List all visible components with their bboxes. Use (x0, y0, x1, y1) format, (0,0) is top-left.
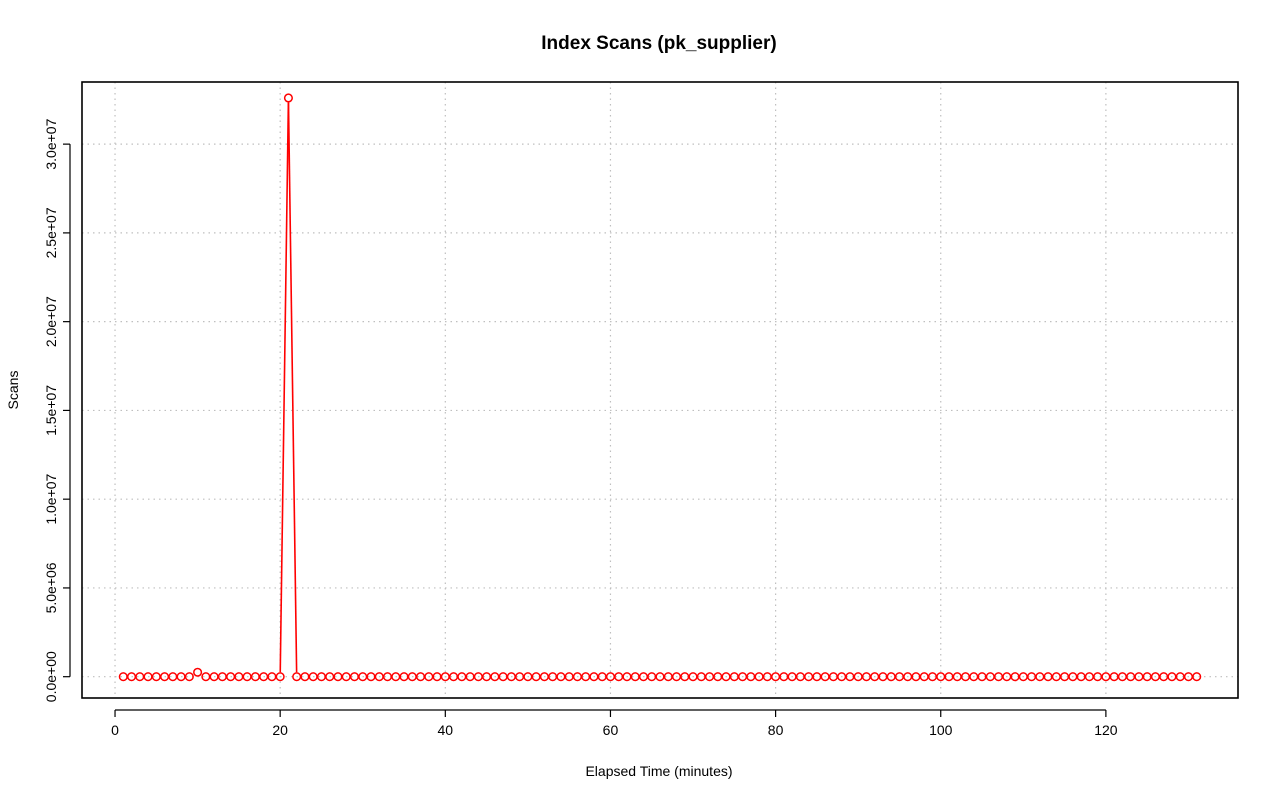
x-tick-label: 100 (929, 722, 953, 738)
data-point (275, 672, 285, 682)
axes: 0 20 40 60 80 100 120 0.0e+00 5.0e+06 1.0e+07 1.5e… (43, 118, 1118, 738)
chart-title: Index Scans (pk_supplier) (541, 33, 776, 54)
y-tick-label: 0.0e+00 (43, 651, 59, 702)
x-tick-label: 0 (111, 722, 119, 738)
series-line-segment (279, 102, 290, 673)
y-tick-label: 2.5e+07 (43, 207, 59, 258)
y-tick-label: 1.5e+07 (43, 385, 59, 436)
y-tick-label: 1.0e+07 (43, 473, 59, 524)
x-tick-label: 120 (1094, 722, 1118, 738)
plot-frame (81, 81, 1239, 699)
y-tick-label: 5.0e+06 (43, 562, 59, 613)
data-point (1192, 672, 1202, 682)
x-tick-label: 40 (438, 722, 454, 738)
grid-lines (82, 82, 1238, 698)
data-point (283, 93, 293, 103)
x-axis-label: Elapsed Time (minutes) (585, 763, 732, 779)
x-tick-label: 80 (768, 722, 784, 738)
data-point (184, 672, 194, 682)
data-point (193, 667, 203, 677)
data-series (118, 93, 1202, 682)
series-line-segment (287, 102, 298, 673)
x-tick-label: 20 (272, 722, 288, 738)
y-tick-label: 3.0e+07 (43, 118, 59, 169)
x-tick-label: 60 (603, 722, 619, 738)
y-tick-label: 2.0e+07 (43, 296, 59, 347)
y-axis-label: Scans (5, 371, 21, 410)
